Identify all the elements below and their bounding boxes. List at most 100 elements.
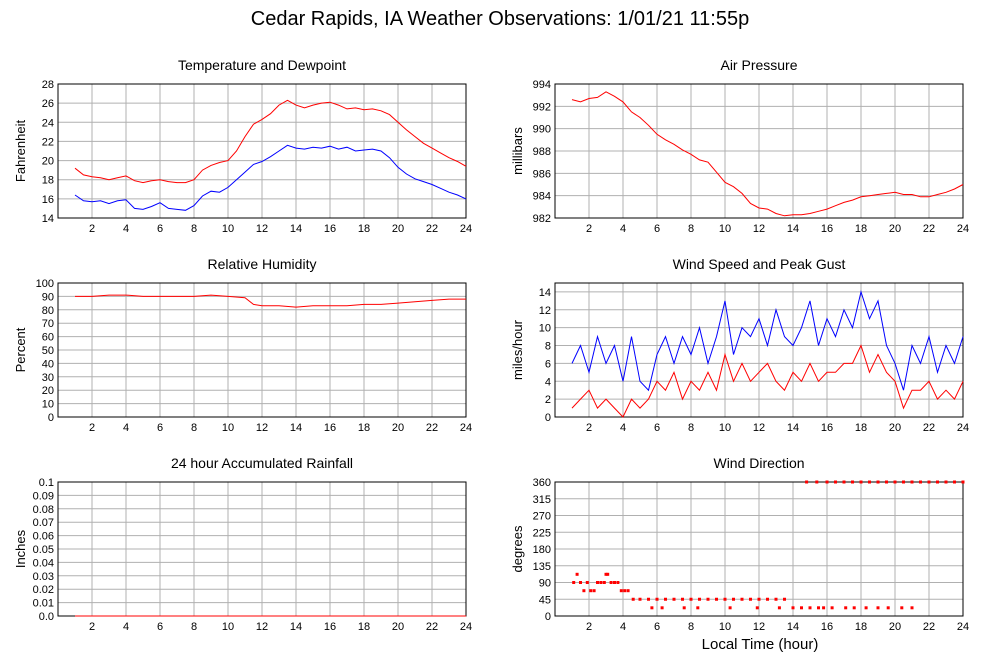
x-tick-label: 14 xyxy=(787,621,799,633)
y-tick-label: 0.04 xyxy=(33,557,54,569)
y-tick-label: 40 xyxy=(42,358,54,370)
x-tick-label: 16 xyxy=(821,223,833,235)
y-tick-label: 60 xyxy=(42,332,54,344)
data-point xyxy=(592,589,596,593)
y-tick-label: 20 xyxy=(42,156,54,168)
x-tick-label: 16 xyxy=(324,621,336,633)
data-point xyxy=(606,572,610,576)
data-point xyxy=(655,597,659,601)
data-point xyxy=(774,597,778,601)
x-tick-label: 4 xyxy=(123,621,129,633)
x-tick-label: 2 xyxy=(586,223,592,235)
data-point xyxy=(800,606,803,610)
data-point xyxy=(740,597,744,601)
data-point xyxy=(698,597,701,601)
y-tick-label: 6 xyxy=(545,358,551,370)
data-point xyxy=(582,589,586,593)
y-tick-label: 30 xyxy=(42,372,54,384)
x-tick-label: 20 xyxy=(889,223,901,235)
data-point xyxy=(755,606,759,610)
x-tick-label: 24 xyxy=(957,621,969,633)
x-tick-label: 22 xyxy=(426,621,438,633)
x-tick-label: 16 xyxy=(821,621,833,633)
data-point xyxy=(822,606,826,610)
x-tick-label: 22 xyxy=(923,422,935,434)
data-point xyxy=(757,597,761,601)
x-tick-label: 8 xyxy=(688,621,694,633)
y-tick-label: 8 xyxy=(545,341,551,353)
data-point xyxy=(613,581,616,584)
y-tick-label: 0 xyxy=(545,412,551,424)
x-tick-label: 6 xyxy=(654,223,660,235)
data-point xyxy=(852,606,856,610)
data-point xyxy=(876,606,880,610)
x-tick-label: 6 xyxy=(654,621,660,633)
data-point xyxy=(936,480,939,484)
x-tick-label: 14 xyxy=(290,621,302,633)
y-tick-label: 0.06 xyxy=(33,531,54,543)
data-point xyxy=(893,480,897,484)
data-point xyxy=(732,597,735,601)
data-point xyxy=(672,597,676,601)
x-tick-label: 10 xyxy=(222,223,234,235)
data-point xyxy=(844,606,848,610)
series-line-0 xyxy=(75,294,466,308)
data-point xyxy=(682,606,686,610)
plot-frame xyxy=(57,282,467,418)
y-tick-label: 225 xyxy=(533,527,551,539)
data-point xyxy=(626,589,630,593)
y-tick-label: 0.08 xyxy=(33,504,54,516)
x-tick-label: 14 xyxy=(787,422,799,434)
plot-frame xyxy=(554,481,964,617)
data-point xyxy=(864,606,868,610)
x-tick-label: 22 xyxy=(426,223,438,235)
data-point xyxy=(842,480,846,484)
chart-title: Temperature and Dewpoint xyxy=(178,57,346,73)
data-point xyxy=(660,606,664,610)
y-tick-label: 0.07 xyxy=(33,517,54,529)
x-tick-label: 18 xyxy=(358,223,370,235)
data-point xyxy=(647,597,650,601)
data-point xyxy=(650,606,654,610)
data-point xyxy=(783,597,786,601)
y-tick-label: 0 xyxy=(545,611,551,623)
x-tick-label: 22 xyxy=(923,223,935,235)
x-tick-label: 20 xyxy=(889,422,901,434)
x-tick-label: 12 xyxy=(753,422,765,434)
x-tick-label: 8 xyxy=(191,223,197,235)
data-point xyxy=(910,480,914,484)
y-tick-label: 90 xyxy=(539,578,551,590)
x-tick-label: 24 xyxy=(460,422,472,434)
plot-frame xyxy=(554,282,964,418)
y-tick-label: 0.03 xyxy=(33,571,54,583)
x-tick-label: 6 xyxy=(157,422,163,434)
x-tick-label: 6 xyxy=(157,223,163,235)
data-point xyxy=(817,606,820,610)
data-point xyxy=(885,480,888,484)
x-tick-label: 4 xyxy=(620,223,626,235)
data-point xyxy=(919,480,922,484)
y-tick-label: 14 xyxy=(539,287,551,299)
x-tick-label: 6 xyxy=(654,422,660,434)
data-point xyxy=(834,480,837,484)
data-point xyxy=(910,606,914,610)
y-tick-label: 26 xyxy=(42,98,54,110)
y-tick-label: 18 xyxy=(42,175,54,187)
x-tick-label: 2 xyxy=(586,621,592,633)
y-tick-label: 986 xyxy=(533,168,551,180)
data-point xyxy=(585,581,589,584)
y-tick-label: 0.0 xyxy=(39,611,54,623)
x-tick-label: 20 xyxy=(392,223,404,235)
x-tick-label: 18 xyxy=(855,422,867,434)
x-tick-label: 2 xyxy=(586,422,592,434)
y-axis-label: Inches xyxy=(13,529,28,568)
y-tick-label: 20 xyxy=(42,385,54,397)
y-tick-label: 16 xyxy=(42,194,54,206)
data-point xyxy=(961,480,965,484)
x-tick-label: 22 xyxy=(923,621,935,633)
y-tick-label: 270 xyxy=(533,511,551,523)
series-line-1 xyxy=(571,344,964,418)
y-tick-label: 10 xyxy=(42,399,54,411)
